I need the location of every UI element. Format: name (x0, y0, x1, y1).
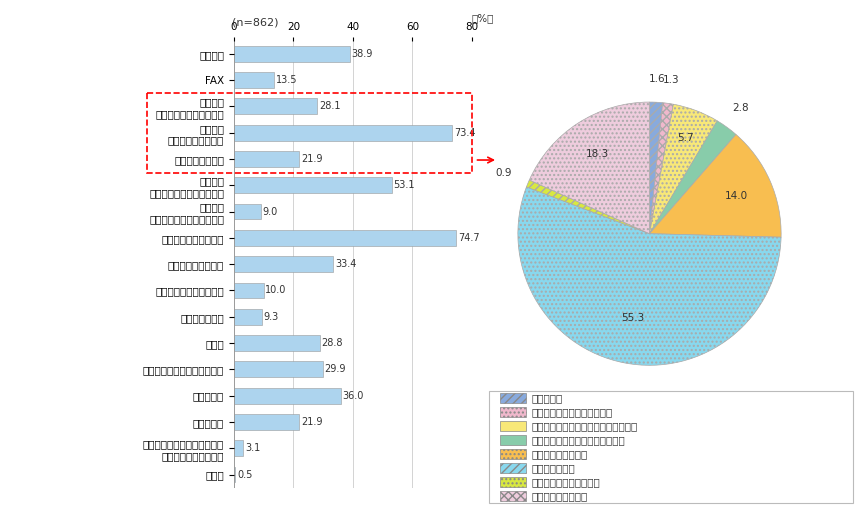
Wedge shape (650, 135, 781, 237)
Bar (234, 125, 452, 141)
Bar (501, 463, 526, 473)
Text: 21.9: 21.9 (301, 417, 322, 427)
Text: 36.0: 36.0 (343, 391, 364, 401)
Bar (234, 256, 333, 272)
Bar (234, 46, 350, 61)
Text: 14.0: 14.0 (725, 190, 748, 201)
Text: 73.4: 73.4 (454, 128, 475, 138)
Text: 3.1: 3.1 (245, 443, 260, 453)
Bar (501, 421, 526, 431)
Bar (234, 230, 456, 246)
Bar (234, 309, 262, 325)
Text: 9.3: 9.3 (263, 312, 279, 322)
Bar (234, 72, 274, 88)
Bar (234, 177, 392, 193)
Wedge shape (518, 187, 781, 365)
Bar (234, 388, 341, 403)
Text: 5.7: 5.7 (677, 133, 695, 143)
Bar (501, 491, 526, 501)
Text: 1.6: 1.6 (649, 74, 666, 83)
Bar (234, 467, 236, 483)
Text: 53.1: 53.1 (394, 180, 415, 190)
Bar (234, 440, 243, 456)
Wedge shape (527, 180, 650, 234)
Text: フィーチャーフォン・タブレット: フィーチャーフォン・タブレット (531, 435, 625, 445)
Text: 0.9: 0.9 (495, 169, 512, 178)
Wedge shape (650, 102, 662, 234)
Bar (501, 407, 526, 417)
Text: タブレットのみ: タブレットのみ (531, 463, 575, 473)
Bar (234, 335, 320, 351)
Text: 2.8: 2.8 (733, 103, 749, 113)
Bar (501, 393, 526, 403)
Wedge shape (650, 104, 717, 234)
Text: 38.9: 38.9 (352, 49, 372, 59)
Bar (234, 99, 318, 114)
Bar (501, 449, 526, 459)
Bar (501, 477, 526, 487)
Text: スマートフォン・タブレット: スマートフォン・タブレット (531, 407, 612, 417)
Text: スマートフォンのみ: スマートフォンのみ (531, 449, 587, 459)
Text: 0.5: 0.5 (237, 469, 253, 480)
Text: フィーチャーフォンのみ: フィーチャーフォンのみ (531, 477, 600, 487)
Bar (501, 435, 526, 445)
Wedge shape (650, 121, 736, 234)
Text: ３端末利用: ３端末利用 (531, 393, 562, 403)
Bar (234, 362, 323, 377)
Text: （%）: （%） (804, 420, 827, 430)
Bar (234, 282, 263, 298)
Text: スマートフォン・フィーチャーフォン: スマートフォン・フィーチャーフォン (531, 421, 637, 431)
Text: 28.8: 28.8 (321, 338, 343, 348)
Text: 18.3: 18.3 (586, 149, 610, 159)
Text: 10.0: 10.0 (265, 285, 287, 296)
Bar (234, 204, 261, 219)
Text: (n=862): (n=862) (232, 17, 278, 27)
Wedge shape (529, 102, 650, 234)
Text: 9.0: 9.0 (262, 207, 278, 216)
Text: 13.5: 13.5 (275, 75, 297, 85)
Text: 74.7: 74.7 (458, 233, 480, 243)
Text: 全て利用していない: 全て利用していない (531, 491, 587, 501)
Text: 33.4: 33.4 (335, 259, 357, 269)
Text: 28.1: 28.1 (320, 102, 340, 111)
Bar (234, 414, 299, 430)
Text: （%）: （%） (472, 13, 494, 23)
Bar (147, 92, 472, 173)
Text: 21.9: 21.9 (301, 154, 322, 164)
Text: (n=862): (n=862) (492, 420, 538, 430)
Text: 55.3: 55.3 (621, 312, 644, 323)
Text: 1.3: 1.3 (663, 75, 680, 85)
Text: 29.9: 29.9 (325, 364, 346, 374)
Bar (234, 151, 299, 167)
Wedge shape (650, 103, 674, 234)
